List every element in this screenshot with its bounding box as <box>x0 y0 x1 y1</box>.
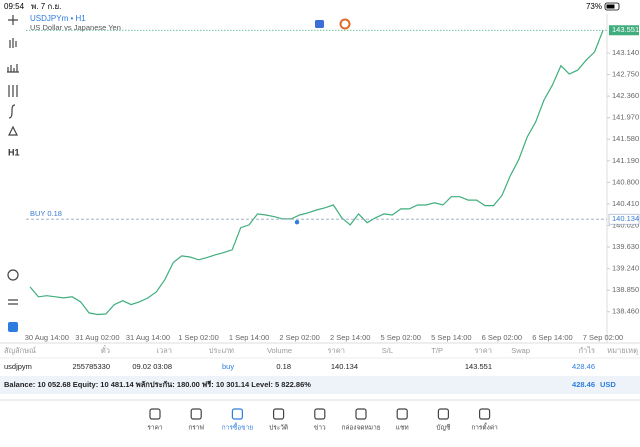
cell-type[interactable]: buy <box>222 362 234 371</box>
nav-label[interactable]: ข่าว <box>314 425 326 432</box>
nav-label[interactable]: บัญชี <box>436 424 451 432</box>
left-toolbar: H1 <box>7 15 20 332</box>
trade-tool[interactable] <box>7 269 19 281</box>
column-header: ราคา <box>475 346 492 355</box>
x-tick-label: 5 Sep 14:00 <box>431 333 471 342</box>
y-tick-label: 140.020 <box>612 220 639 229</box>
x-tick-label: 1 Sep 02:00 <box>178 333 218 342</box>
nav-icon[interactable] <box>273 408 285 420</box>
nav-icon[interactable] <box>479 408 491 420</box>
column-header: ราคา <box>328 346 345 355</box>
nav-icon[interactable] <box>149 408 161 420</box>
y-tick-label: 140.800 <box>612 177 639 186</box>
cell-price[interactable]: 143.551 <box>465 362 492 371</box>
y-tick-label: 141.580 <box>612 134 639 143</box>
buy-line-label: BUY 0.18 <box>30 209 62 218</box>
column-header: ประเภท <box>209 346 234 355</box>
function-tool[interactable] <box>8 104 16 119</box>
nav-icon[interactable] <box>231 408 243 420</box>
layout-tool[interactable] <box>8 299 18 305</box>
column-header: ตั๋ว <box>101 345 110 355</box>
y-tick-label: 141.970 <box>612 113 639 122</box>
app-icon[interactable] <box>8 322 18 332</box>
nav-icon[interactable] <box>355 408 367 420</box>
y-tick-label: 139.240 <box>612 264 639 273</box>
buy-price-box <box>608 213 640 225</box>
y-tick-label: 139.630 <box>612 242 639 251</box>
balance-row <box>0 376 640 394</box>
buy-price-label: 140.134 <box>612 214 639 223</box>
x-tick-label: 31 Aug 14:00 <box>126 333 170 342</box>
currency: USD <box>600 380 616 389</box>
y-tick-label: 143.140 <box>612 48 639 57</box>
column-header: หมายเหตุ <box>607 346 638 355</box>
column-header: Volume <box>267 346 292 355</box>
battery-icon <box>604 2 620 11</box>
nav-label[interactable]: กราฟ <box>188 425 204 432</box>
clock: 09:54 <box>4 2 25 11</box>
entry-marker <box>294 219 300 225</box>
nav-icon[interactable] <box>437 408 449 420</box>
column-header: T/P <box>431 346 443 355</box>
objects-tool[interactable] <box>8 85 18 97</box>
column-header: กำไร <box>578 346 595 355</box>
y-tick-label: 142.360 <box>612 91 639 100</box>
nav-label[interactable]: แชท <box>396 425 409 432</box>
cell-open-price[interactable]: 140.134 <box>331 362 358 371</box>
nav-label[interactable]: ประวัติ <box>269 424 288 432</box>
chart-subtitle: US Dollar vs Japanese Yen <box>30 23 121 32</box>
x-tick-label: 2 Sep 02:00 <box>279 333 319 342</box>
nav-label[interactable]: การตั้งค่า <box>471 423 498 432</box>
cell-symbol[interactable]: usdjpym <box>4 362 32 371</box>
column-header: Swap <box>511 346 530 355</box>
trade-icon[interactable] <box>315 20 324 28</box>
battery-fill <box>606 4 615 9</box>
x-tick-label: 7 Sep 02:00 <box>583 333 623 342</box>
nav-icon[interactable] <box>396 408 408 420</box>
column-header: เวลา <box>156 346 172 355</box>
timeframe-button[interactable]: H1 <box>8 147 20 157</box>
x-tick-label: 1 Sep 14:00 <box>229 333 269 342</box>
y-tick-label: 140.410 <box>612 199 639 208</box>
date: พ. 7 ก.ย. <box>31 2 61 11</box>
current-price-label: 143.551 <box>612 25 639 34</box>
nav-label[interactable]: การซื้อขาย <box>222 423 253 432</box>
nav-label[interactable]: ราคา <box>147 425 162 432</box>
y-tick-label: 138.850 <box>612 285 639 294</box>
balance-text: Balance: 10 052.68 Equity: 10 481.14 พลั… <box>4 380 311 389</box>
battery-level: 73% <box>586 2 602 11</box>
total-profit: 428.46 <box>572 380 595 389</box>
nav-icon[interactable] <box>190 408 202 420</box>
current-price-box <box>609 25 639 36</box>
chart-title: USDJPYm • H1 <box>30 14 86 23</box>
chart-type-tool[interactable] <box>9 38 17 48</box>
price-line <box>29 30 604 316</box>
x-tick-label: 30 Aug 14:00 <box>25 333 69 342</box>
column-header: สัญลักษณ์ <box>4 346 36 355</box>
crosshair-tool[interactable] <box>8 15 18 25</box>
x-tick-label: 6 Sep 02:00 <box>482 333 522 342</box>
cell-ticket[interactable]: 255785330 <box>72 362 110 371</box>
nav-label[interactable]: กล่องจดหมาย <box>341 425 380 432</box>
cell-profit[interactable]: 428.46 <box>572 362 595 371</box>
x-tick-label: 31 Aug 02:00 <box>75 333 119 342</box>
column-header: S/L <box>382 346 393 355</box>
y-tick-label: 142.750 <box>612 70 639 79</box>
cell-time[interactable]: 09.02 03:08 <box>132 362 172 371</box>
shapes-tool[interactable] <box>8 125 18 136</box>
cell-volume[interactable]: 0.18 <box>276 362 291 371</box>
x-tick-label: 6 Sep 14:00 <box>532 333 572 342</box>
y-tick-label: 138.460 <box>612 307 639 316</box>
indicator-tool[interactable] <box>7 64 19 73</box>
y-tick-label: 141.190 <box>612 156 639 165</box>
nav-icon[interactable] <box>314 408 326 420</box>
x-tick-label: 2 Sep 14:00 <box>330 333 370 342</box>
signal-icon[interactable] <box>339 18 351 30</box>
x-tick-label: 5 Sep 02:00 <box>381 333 421 342</box>
